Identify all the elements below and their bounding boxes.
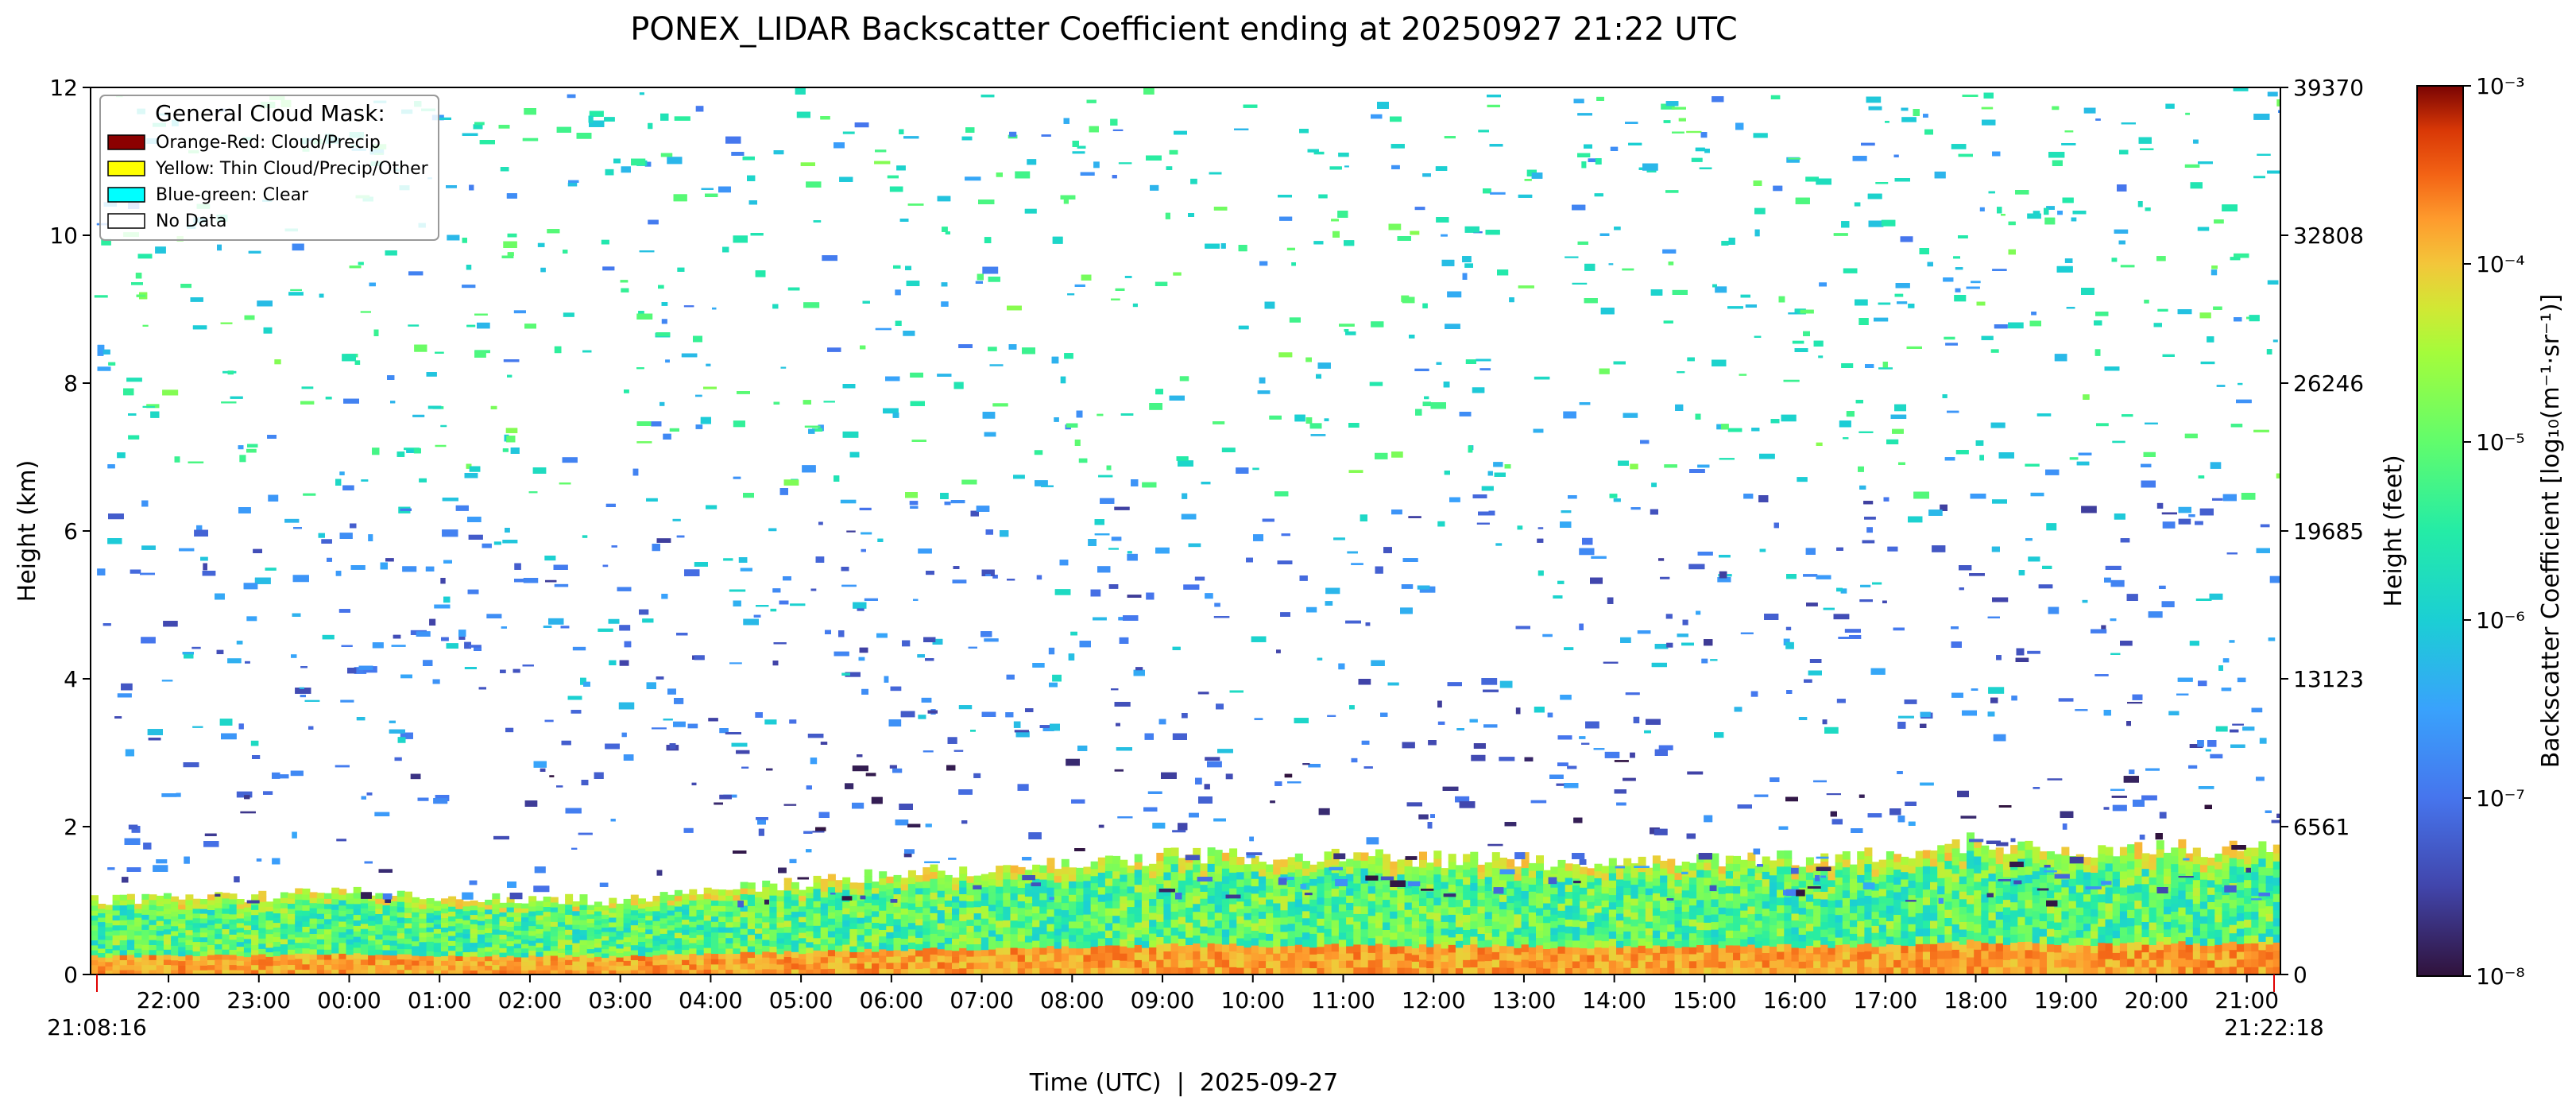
- backscatter-heatmap: [91, 87, 2280, 974]
- legend-box: [99, 95, 439, 241]
- colorbar-label: Backscatter Coefficient [log₁₀(m⁻¹·sr⁻¹)…: [2537, 294, 2565, 769]
- x-axis: 22:00 23:00 00:00 01:00 02:00 03:00 04:00 05:00…: [96, 974, 2279, 1013]
- legend-label: Orange-Red: Cloud/Precip: [156, 133, 381, 153]
- x-end-label: 21:22:18: [2224, 1014, 2324, 1040]
- y-axis-right-label: Height (feet): [2380, 455, 2408, 606]
- legend-item: No Data: [107, 211, 226, 231]
- legend-item: Yellow: Thin Cloud/Precip/Other: [107, 159, 429, 179]
- legend-label: No Data: [156, 211, 226, 231]
- colorbar-ticks: 10⁻⁸10⁻⁷10⁻⁶10⁻⁵10⁻⁴10⁻³: [2463, 73, 2525, 990]
- legend-swatch: [107, 134, 145, 150]
- legend: General Cloud Mask: Orange-Red: Cloud/Pr…: [99, 95, 439, 241]
- legend-item: Orange-Red: Cloud/Precip: [107, 133, 381, 153]
- colorbar: [2416, 85, 2464, 977]
- x-axis-label: Time (UTC) | 2025-09-27: [1029, 1069, 1338, 1097]
- legend-label: Yellow: Thin Cloud/Precip/Other: [155, 159, 429, 179]
- chart-title: PONEX_LIDAR Backscatter Coefficient endi…: [630, 11, 1737, 48]
- legend-swatch: [107, 161, 145, 176]
- legend-label: Blue-green: Clear: [156, 185, 309, 205]
- y-axis-label: Height (km): [14, 460, 41, 602]
- x-start-label: 21:08:16: [47, 1014, 147, 1040]
- legend-swatch: [107, 187, 145, 203]
- legend-item: Blue-green: Clear: [107, 185, 309, 205]
- legend-swatch: [107, 213, 145, 229]
- legend-title: General Cloud Mask:: [155, 100, 385, 126]
